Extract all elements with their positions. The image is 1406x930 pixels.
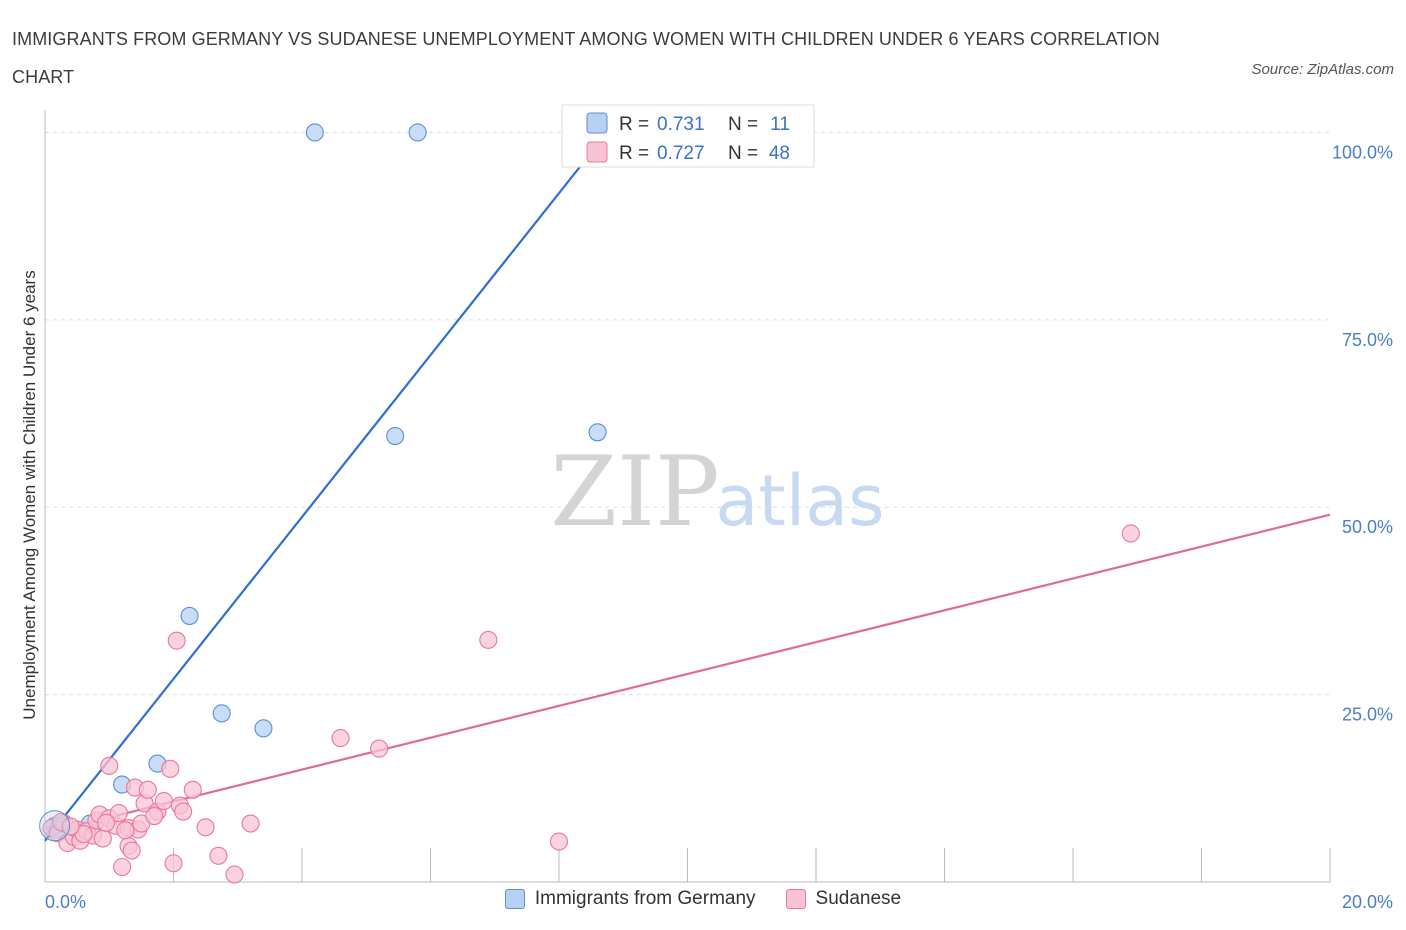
y-tick-label-1: 50.0%	[1342, 517, 1393, 537]
point-sudanese-19	[122, 841, 141, 860]
point-sudanese-35	[225, 865, 244, 884]
stats-swatch-sudanese	[586, 141, 608, 163]
trend-line-germany	[44, 131, 609, 842]
tick-labels: 25.0% 50.0% 75.0% 100.0% 0.0% 20.0%	[45, 142, 1393, 912]
point-sudanese-31	[174, 802, 193, 821]
legend-label-sudanese: Sudanese	[815, 888, 902, 909]
point-sudanese-15	[109, 803, 128, 823]
point-sudanese-33	[196, 818, 215, 837]
stats-swatch-germany	[586, 112, 608, 134]
point-sudanese-46	[61, 817, 80, 836]
point-sudanese-41	[1121, 524, 1140, 543]
watermark-atlas: atlas	[715, 460, 884, 542]
point-sudanese-16	[113, 857, 132, 877]
point-sudanese-45	[145, 806, 164, 826]
point-sudanese-32	[183, 780, 202, 799]
point-germany-9	[386, 426, 405, 446]
point-germany-10	[408, 123, 427, 142]
chart-title: IMMIGRANTS FROM GERMANY VS SUDANESE UNEM…	[12, 29, 1160, 87]
point-germany-7	[254, 719, 273, 738]
x-tick-label-right: 20.0%	[1342, 892, 1393, 912]
point-germany-11	[588, 423, 607, 442]
point-sudanese-13	[100, 756, 119, 775]
source-label: Source: ZipAtlas.com	[1251, 61, 1394, 78]
y-tick-label-3: 100.0%	[1332, 142, 1393, 162]
trend-line-sudanese	[44, 513, 1331, 835]
stats-n-label-germany: N =	[728, 114, 758, 135]
series-legend: Immigrants from Germany Sudanese	[0, 888, 1406, 910]
y-tick-label-2: 75.0%	[1342, 330, 1393, 350]
point-sudanese-28	[164, 854, 183, 873]
watermark: ZIP atlas	[550, 436, 884, 548]
watermark-zip: ZIP	[550, 436, 719, 548]
point-germany-8	[305, 123, 324, 142]
point-sudanese-34	[209, 846, 228, 865]
x-tick-label-left: 0.0%	[45, 892, 86, 912]
point-sudanese-37	[331, 729, 350, 748]
point-cluster-origin	[39, 810, 71, 842]
stats-legend: R = 0.731 N = 11 R = 0.727 N = 48	[561, 104, 815, 168]
point-sudanese-26	[154, 792, 173, 811]
point-sudanese-47	[116, 821, 135, 840]
point-sudanese-29	[167, 631, 186, 650]
point-sudanese-11	[93, 829, 112, 848]
stats-r-label-germany: R =	[619, 114, 649, 135]
stats-r-value-germany: 0.731	[657, 114, 705, 135]
point-germany-6	[212, 704, 231, 723]
legend-label-germany: Immigrants from Germany	[534, 888, 756, 909]
stats-n-label-sudanese: N =	[728, 143, 758, 164]
stats-r-value-sudanese: 0.727	[657, 143, 705, 164]
point-sudanese-36	[241, 814, 260, 833]
point-sudanese-24	[138, 780, 157, 799]
point-sudanese-44	[96, 813, 116, 832]
legend-item-sudanese[interactable]: Sudanese	[785, 888, 902, 910]
legend-swatch-germany	[504, 889, 525, 909]
point-sudanese-39	[479, 630, 498, 649]
y-tick-label-0: 25.0%	[1342, 705, 1393, 725]
point-sudanese-27	[161, 759, 180, 778]
stats-n-value-sudanese: 48	[769, 143, 790, 164]
legend-swatch-sudanese	[785, 889, 806, 909]
point-germany-5	[180, 606, 199, 625]
trend-lines	[44, 131, 1331, 842]
point-sudanese-40	[549, 832, 569, 851]
stats-n-value-germany: 11	[770, 114, 790, 135]
data-points	[39, 123, 1140, 884]
stats-r-label-sudanese: R =	[619, 143, 649, 164]
legend-item-germany[interactable]: Immigrants from Germany	[504, 888, 756, 910]
gridlines	[45, 131, 1330, 696]
axes	[44, 110, 1331, 883]
point-sudanese-38	[370, 739, 389, 758]
